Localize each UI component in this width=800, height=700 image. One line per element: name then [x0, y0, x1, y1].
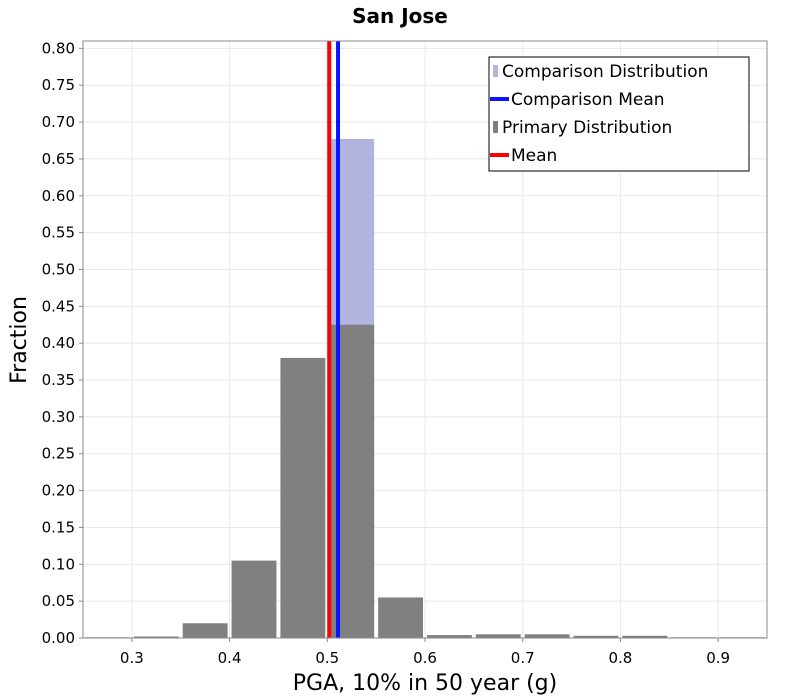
primary-bar-1 — [133, 636, 179, 638]
primary-bar-11 — [622, 635, 668, 638]
y-tick-label-14: 0.70 — [42, 113, 75, 131]
legend-box — [488, 56, 750, 172]
x-tick-label-1: 0.4 — [218, 649, 242, 667]
x-axis-label: PGA, 10% in 50 year (g) — [293, 671, 557, 696]
x-tick-label-4: 0.7 — [511, 649, 535, 667]
mean-lines — [327, 41, 341, 638]
y-axis-ticks: 0.00 0.05 0.10 0.15 0.20 0.25 0.30 0.35 0.40 0.45… — [42, 39, 83, 647]
y-tick-label-11: 0.55 — [42, 224, 75, 242]
legend-label-1: Comparison Mean — [511, 90, 665, 110]
y-tick-label-16: 0.80 — [42, 39, 75, 57]
primary-bar-2 — [182, 623, 228, 638]
y-tick-label-7: 0.35 — [42, 371, 75, 389]
chart-title: San Jose — [352, 4, 448, 28]
primary-bar-4 — [280, 357, 326, 638]
x-tick-label-2: 0.5 — [315, 649, 339, 667]
legend-label-2: Primary Distribution — [502, 118, 672, 138]
legend-label-0: Comparison Distribution — [502, 62, 708, 82]
primary-bar-5 — [329, 324, 375, 638]
y-tick-label-2: 0.10 — [42, 555, 75, 573]
y-tick-label-9: 0.45 — [42, 297, 75, 315]
y-tick-label-1: 0.05 — [42, 592, 75, 610]
y-tick-label-8: 0.40 — [42, 334, 75, 352]
y-tick-label-5: 0.25 — [42, 445, 75, 463]
y-tick-label-3: 0.15 — [42, 518, 75, 536]
x-tick-label-0: 0.3 — [120, 649, 144, 667]
primary-bar-7 — [427, 635, 472, 638]
primary-bar-3 — [231, 560, 277, 638]
legend: Comparison Distribution Comparison Mean Pr… — [488, 56, 750, 172]
primary-bar-9 — [524, 634, 570, 638]
legend-swatch-2 — [493, 121, 498, 133]
y-axis-label: Fraction — [7, 296, 32, 384]
y-tick-label-12: 0.60 — [42, 187, 75, 205]
y-tick-label-4: 0.20 — [42, 482, 75, 500]
legend-swatch-0 — [493, 65, 498, 77]
y-tick-label-13: 0.65 — [42, 150, 75, 168]
x-tick-label-3: 0.6 — [413, 649, 437, 667]
y-tick-label-0: 0.00 — [42, 629, 75, 647]
y-tick-label-15: 0.75 — [42, 76, 75, 94]
primary-bars — [85, 324, 765, 638]
y-tick-label-6: 0.30 — [42, 408, 75, 426]
x-tick-label-6: 0.9 — [706, 649, 730, 667]
legend-label-3: Mean — [511, 146, 557, 166]
x-tick-label-5: 0.8 — [608, 649, 632, 667]
primary-bar-10 — [573, 635, 619, 638]
y-tick-label-10: 0.50 — [42, 260, 75, 278]
x-axis-ticks: 0.3 0.4 0.5 0.6 0.7 0.8 0.9 — [120, 638, 730, 667]
primary-bar-6 — [378, 597, 423, 638]
primary-bar-8 — [475, 634, 521, 638]
